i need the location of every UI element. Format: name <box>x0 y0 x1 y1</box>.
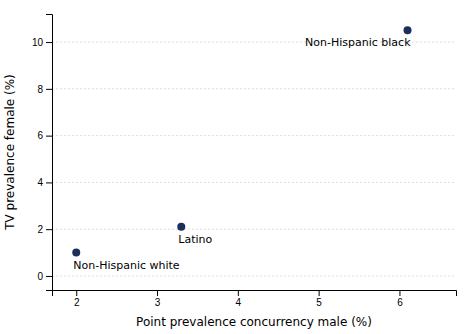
x-tick: 3 <box>155 290 161 308</box>
y-tick: 2 <box>37 224 52 235</box>
x-tick: 4 <box>236 290 242 308</box>
x-tick-mark <box>319 290 320 296</box>
y-tick-mark <box>46 136 52 137</box>
x-axis-line <box>53 291 457 297</box>
y-tick: 10 <box>32 37 52 48</box>
plot: 234560246810Non-Hispanic whiteLatinoNon-… <box>32 15 457 309</box>
x-tick-label: 5 <box>316 297 322 308</box>
y-tick-label: 2 <box>37 224 43 235</box>
y-axis: 0 2 4 6 8 10 <box>32 15 53 291</box>
grid-line <box>52 135 456 136</box>
y-axis-title: TV prevalence female (%) <box>3 74 17 231</box>
grid-line <box>52 229 456 230</box>
grid <box>52 42 456 276</box>
y-tick-mark <box>46 42 52 43</box>
y-tick: 4 <box>37 177 52 188</box>
x-tick-mark <box>76 290 77 296</box>
point <box>404 26 412 34</box>
y-tick-label: 6 <box>37 130 43 141</box>
point <box>177 223 185 231</box>
x-tick-label: 4 <box>236 297 242 308</box>
y-tick-label: 10 <box>32 37 44 48</box>
x-tick-label: 6 <box>397 297 403 308</box>
grid-line <box>52 182 456 183</box>
y-tick-label: 0 <box>37 271 43 282</box>
x-tick-label: 3 <box>155 297 161 308</box>
y-tick-mark <box>46 182 52 183</box>
x-axis-title: Point prevalence concurrency male (%) <box>136 315 372 329</box>
x-tick: 6 <box>397 290 403 308</box>
chart: 234560246810Non-Hispanic whiteLatinoNon-… <box>0 0 474 334</box>
y-tick-label: 4 <box>37 177 43 188</box>
x-tick-mark <box>238 290 239 296</box>
x-axis: 2 3 4 5 6 <box>53 290 457 308</box>
y-tick: 8 <box>37 84 52 95</box>
y-tick: 0 <box>37 271 52 282</box>
y-tick-mark <box>46 229 52 230</box>
y-tick: 6 <box>37 130 52 141</box>
point <box>72 249 80 257</box>
x-tick-mark <box>157 290 158 296</box>
x-tick: 2 <box>74 290 80 308</box>
point-label: Non-Hispanic white <box>73 259 180 272</box>
x-tick-mark <box>399 290 400 296</box>
grid-line <box>52 88 456 89</box>
point-labels: Non-Hispanic white Latino Non-Hispanic bla… <box>73 36 411 271</box>
grid-line <box>52 275 456 276</box>
x-tick: 5 <box>316 290 322 308</box>
x-tick-label: 2 <box>74 297 80 308</box>
y-axis-line <box>46 15 53 291</box>
y-tick-label: 8 <box>37 84 43 95</box>
points <box>72 26 411 256</box>
y-tick-mark <box>46 276 52 277</box>
point-label: Latino <box>178 233 212 246</box>
point-label: Non-Hispanic black <box>305 36 411 49</box>
y-tick-mark <box>46 89 52 90</box>
